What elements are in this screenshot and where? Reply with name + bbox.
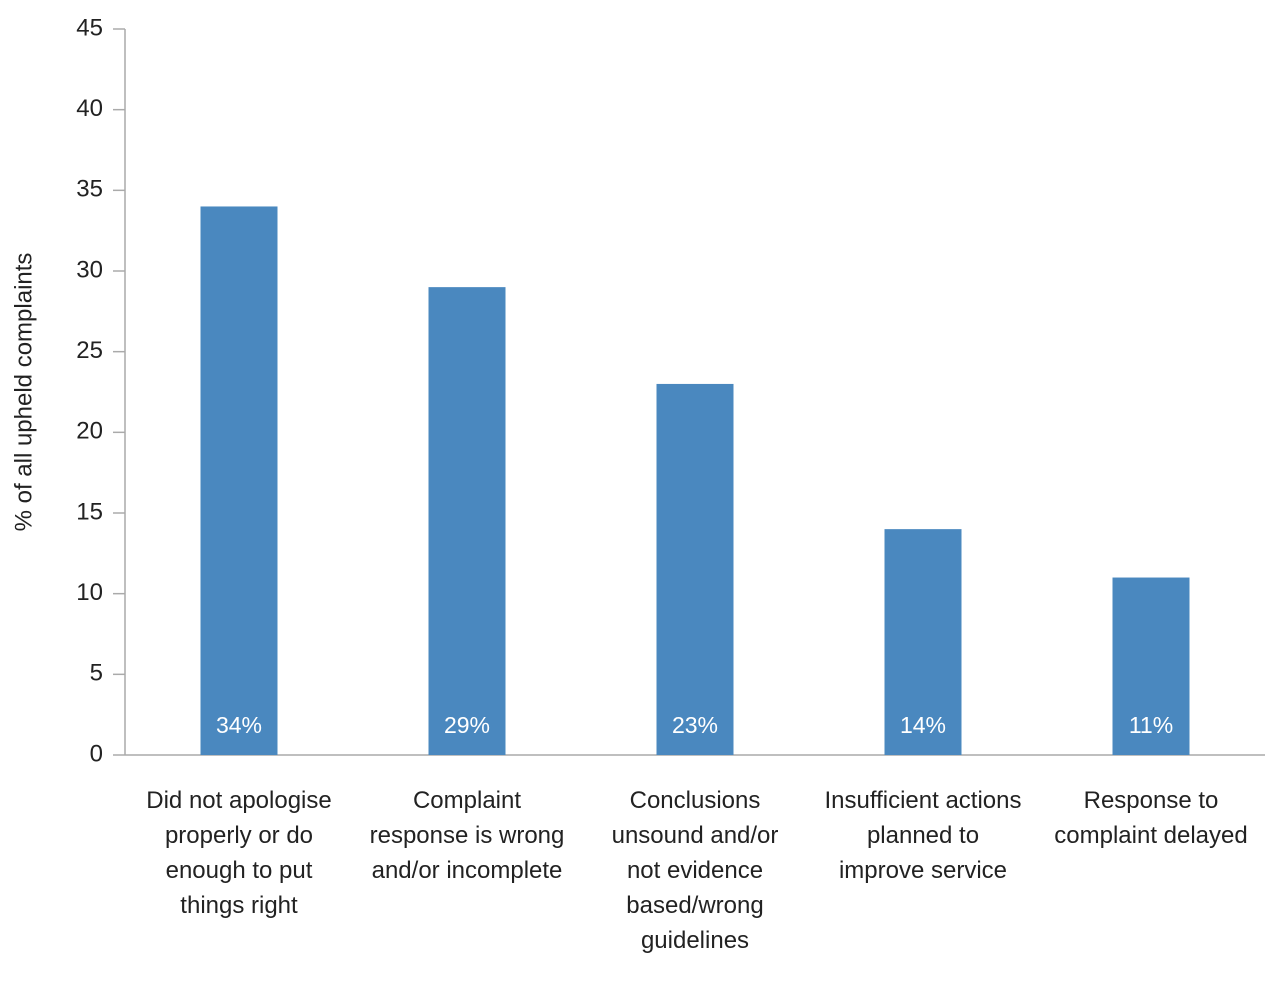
x-tick-label: Complaint response is wrong and/or incom…: [369, 787, 565, 884]
bar: [200, 206, 278, 755]
y-tick-label: 25: [76, 337, 103, 364]
y-tick-label: 5: [90, 660, 103, 687]
value-label: 14%: [900, 712, 946, 738]
y-tick-label: 20: [76, 418, 103, 445]
value-label: 29%: [444, 712, 490, 738]
y-tick-label: 0: [90, 740, 103, 767]
y-tick-label: 40: [76, 95, 103, 122]
bar: [1112, 577, 1190, 755]
y-tick-label: 15: [76, 498, 103, 525]
bar: [428, 287, 506, 755]
y-tick-label: 35: [76, 176, 103, 203]
x-tick-label: Did not apologise properly or do enough …: [146, 787, 332, 919]
x-tick-label: Conclusions unsound and/or not evidence …: [611, 787, 779, 954]
bar: [656, 383, 734, 755]
y-tick-label: 30: [76, 256, 103, 283]
y-tick-label: 10: [76, 579, 103, 606]
x-tick-label: Response to complaint delayed: [1054, 787, 1248, 849]
y-axis-label: % of all upheld complaints: [10, 253, 37, 532]
value-label: 11%: [1129, 712, 1173, 738]
value-label: 23%: [672, 712, 718, 738]
y-tick-label: 45: [76, 14, 103, 41]
x-tick-label: Insufficient actions planned to improve …: [824, 787, 1022, 884]
bar: [884, 529, 962, 755]
value-label: 34%: [216, 712, 262, 738]
